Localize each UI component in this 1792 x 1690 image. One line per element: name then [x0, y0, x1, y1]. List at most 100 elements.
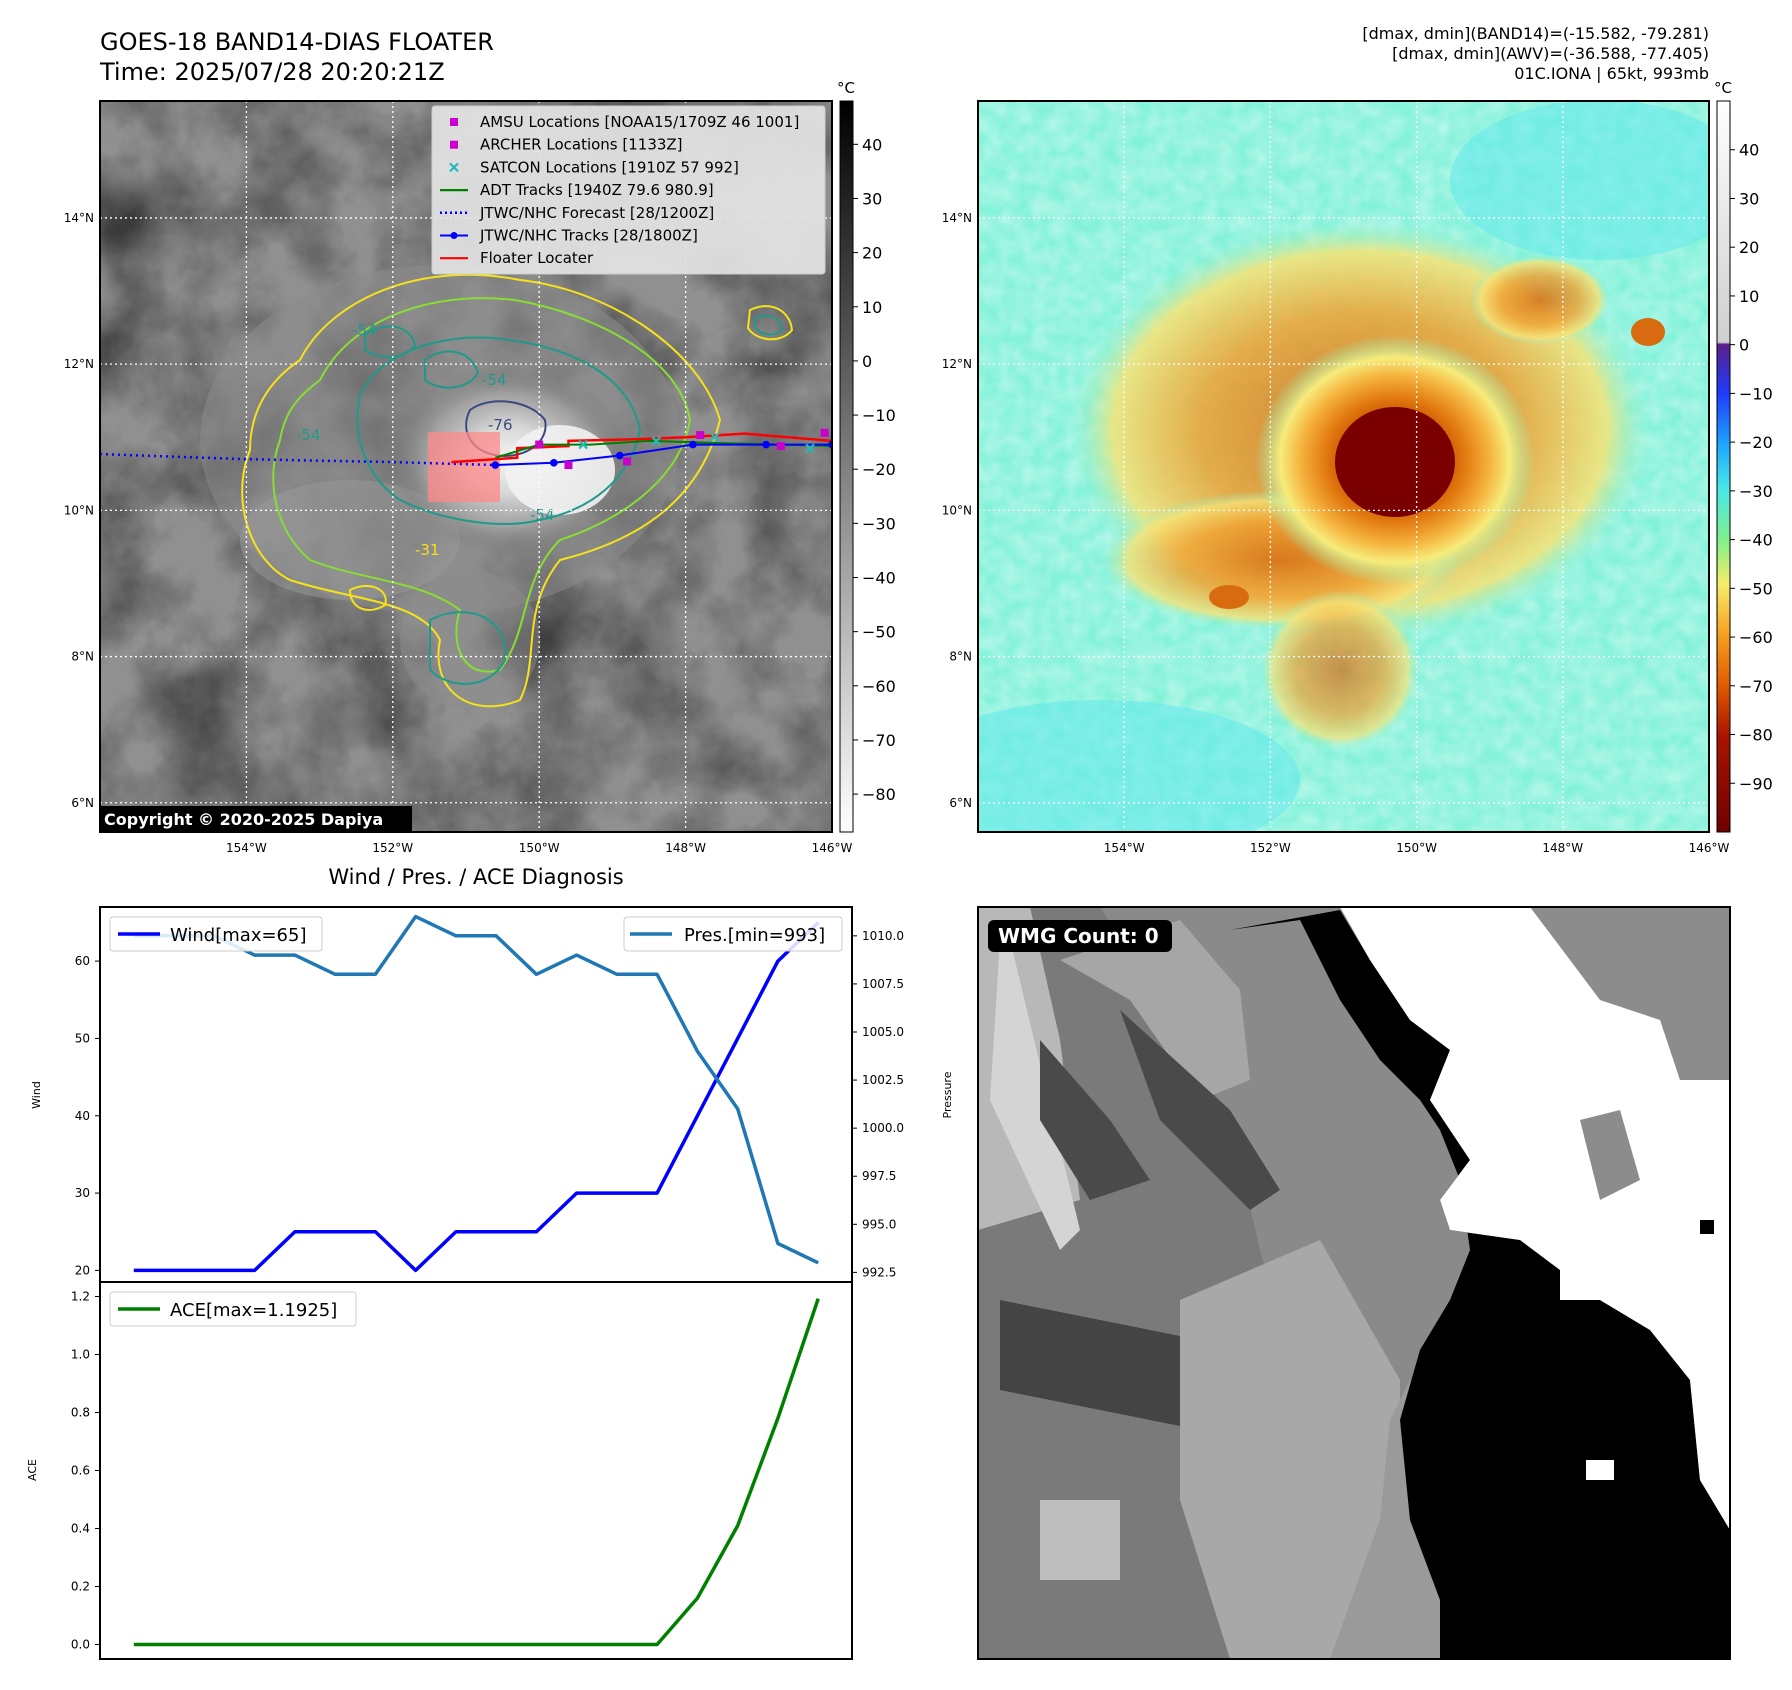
wind-legend-label: Wind[max=65] — [170, 925, 307, 946]
colorbar-tick-label: 0 — [1739, 336, 1749, 355]
awv-range: [dmax, dmin](AWV)=(-36.588, -77.405) — [1392, 44, 1709, 63]
wind-tick-label: 50 — [75, 1031, 90, 1045]
ace-tick-label: 0.4 — [71, 1522, 90, 1536]
floater-track — [451, 432, 832, 464]
colorbar-tick-label: −50 — [1739, 579, 1773, 598]
floater-box — [428, 432, 500, 502]
wind-tick-label: 40 — [75, 1109, 90, 1123]
contour-label: -54 — [296, 426, 321, 444]
ace-tick-label: 0.6 — [71, 1464, 90, 1478]
contour-label: -54 — [352, 321, 377, 339]
colorbar-tick-label: −30 — [862, 514, 896, 533]
best-track-point — [491, 461, 500, 469]
best-track-point — [550, 459, 558, 467]
pressure-series-line — [133, 914, 819, 1265]
lon-label: 146°W — [1689, 841, 1730, 855]
ace-legend-label: ACE[max=1.1925] — [170, 1300, 337, 1321]
wmg-count-badge: WMG Count: 0 — [998, 924, 1159, 948]
forecast-track — [100, 452, 496, 467]
figure-time: Time: 2025/07/28 20:20:21Z — [99, 58, 445, 86]
contour-label: -31 — [415, 541, 440, 559]
legend-label: SATCON Locations [1910Z 57 992] — [480, 158, 739, 176]
lon-label: 146°W — [812, 841, 853, 855]
amsu-marker — [696, 431, 705, 440]
colorbar-tick-label: 40 — [862, 135, 882, 154]
lon-label: 150°W — [519, 841, 560, 855]
lon-label: 148°W — [1542, 841, 1583, 855]
ace-tick-label: 1.2 — [71, 1290, 90, 1304]
amsu-marker — [623, 457, 632, 466]
ir-map-panel: -54 -54 -54 -76 -54 -31 Copyright © 2020… — [64, 100, 853, 855]
lon-label: 152°W — [372, 841, 413, 855]
wind-tick-label: 20 — [75, 1263, 90, 1277]
lat-label: 14°N — [942, 211, 972, 225]
lat-label: 8°N — [949, 650, 972, 664]
lat-label: 10°N — [64, 503, 94, 517]
wmg-image — [978, 907, 1730, 1659]
legend-label: ADT Tracks [1940Z 79.6 980.9] — [480, 181, 714, 199]
map-legend: AMSU Locations [NOAA15/1709Z 46 1001] ARC… — [431, 105, 826, 275]
colorbar-tick-label: −80 — [1739, 726, 1773, 745]
ace-chart: ACE 0.0 0.2 0.4 0.6 0.8 1.0 1.2 ACE[max=1.1925… — [26, 1281, 853, 1660]
wmg-panel: WMG Count: 0 — [977, 906, 1731, 1660]
legend-label: JTWC/NHC Forecast [28/1200Z] — [479, 204, 714, 222]
lon-label: 154°W — [226, 841, 267, 855]
colorbar-tick-label: −90 — [1739, 774, 1773, 793]
pressure-tick-label: 1002.5 — [862, 1073, 904, 1087]
colorbar-tick-label: −70 — [862, 731, 896, 750]
ace-axis-label: ACE — [26, 1459, 39, 1481]
colorbar-tick-label: −10 — [1739, 384, 1773, 403]
pressure-tick-label: 1007.5 — [862, 977, 904, 991]
colorbar-tick-label: −60 — [1739, 628, 1773, 647]
best-track-point — [689, 440, 697, 449]
colorbar-tick-label: −20 — [862, 460, 896, 479]
lat-label: 6°N — [949, 796, 972, 810]
wind-pressure-chart: Wind Pressure 20 30 40 50 60 992.5 995.0 997.5… — [30, 906, 954, 1283]
lon-label: 150°W — [1396, 841, 1437, 855]
colorbar-tick-label: −50 — [862, 623, 896, 642]
lat-label: 12°N — [942, 357, 972, 371]
pressure-tick-label: 1005.0 — [862, 1025, 904, 1039]
satcon-marker — [710, 432, 720, 443]
colorbar-tick-label: −30 — [1739, 482, 1773, 501]
satcon-marker — [651, 436, 662, 446]
legend-marker-x — [449, 162, 459, 173]
legend-label: AMSU Locations [NOAA15/1709Z 46 1001] — [480, 113, 799, 131]
lon-label: 154°W — [1104, 841, 1145, 855]
colorbar-tick-label: −40 — [862, 569, 896, 588]
colorbar-tick-label: −20 — [1739, 433, 1773, 452]
colorbar-tick-label: −60 — [862, 677, 896, 696]
ace-tick-label: 0.8 — [71, 1406, 90, 1420]
colorbar-tick-label: −80 — [862, 785, 896, 804]
wind-tick-label: 60 — [75, 954, 90, 968]
lat-label: 10°N — [942, 503, 972, 517]
pressure-legend-label: Pres.[min=993] — [684, 925, 825, 946]
copyright-text: Copyright © 2020-2025 Dapiya — [104, 810, 383, 829]
amsu-marker — [776, 442, 785, 451]
colorbar-tick-label: 10 — [862, 298, 882, 317]
ace-tick-label: 1.0 — [71, 1348, 90, 1362]
lat-label: 12°N — [64, 357, 94, 371]
legend-label: JTWC/NHC Tracks [28/1800Z] — [479, 227, 698, 245]
colorbar-tick-label: −70 — [1739, 677, 1773, 696]
colorbar-tick-label: 30 — [862, 189, 882, 208]
ace-legend: ACE[max=1.1925] — [109, 1291, 357, 1327]
pressure-tick-label: 1010.0 — [862, 929, 904, 943]
wind-axis-label: Wind — [30, 1081, 43, 1109]
legend-marker-dot — [450, 232, 458, 239]
amsu-marker — [535, 440, 544, 449]
satcon-marker — [805, 443, 815, 454]
pressure-axis-label: Pressure — [941, 1071, 954, 1118]
contour-label: -76 — [488, 416, 513, 434]
lat-label: 6°N — [71, 796, 94, 810]
colorbar-tick-label: −40 — [1739, 531, 1773, 550]
pressure-tick-label: 992.5 — [862, 1265, 896, 1279]
colorbar-tick-label: 30 — [1739, 189, 1759, 208]
colorbar-tick-label: 20 — [862, 244, 882, 263]
contour-label: -54 — [482, 371, 507, 389]
legend-label: Floater Locater — [480, 249, 594, 267]
map-grid — [978, 101, 1709, 832]
awv-map-panel: 14°N 12°N 10°N 8°N 6°N 154°W 152°W 150°W 148°W 1… — [942, 100, 1730, 855]
pressure-tick-label: 997.5 — [862, 1169, 896, 1183]
